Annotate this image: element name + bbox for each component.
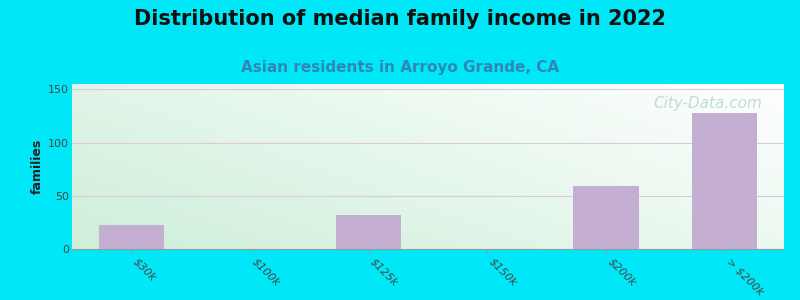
Bar — [98, 224, 164, 249]
Text: Distribution of median family income in 2022: Distribution of median family income in … — [134, 9, 666, 29]
Bar — [574, 186, 638, 249]
Bar — [336, 215, 402, 249]
Bar — [692, 113, 758, 249]
Text: City-Data.com: City-Data.com — [654, 95, 762, 110]
Y-axis label: families: families — [31, 139, 44, 194]
Text: Asian residents in Arroyo Grande, CA: Asian residents in Arroyo Grande, CA — [241, 60, 559, 75]
